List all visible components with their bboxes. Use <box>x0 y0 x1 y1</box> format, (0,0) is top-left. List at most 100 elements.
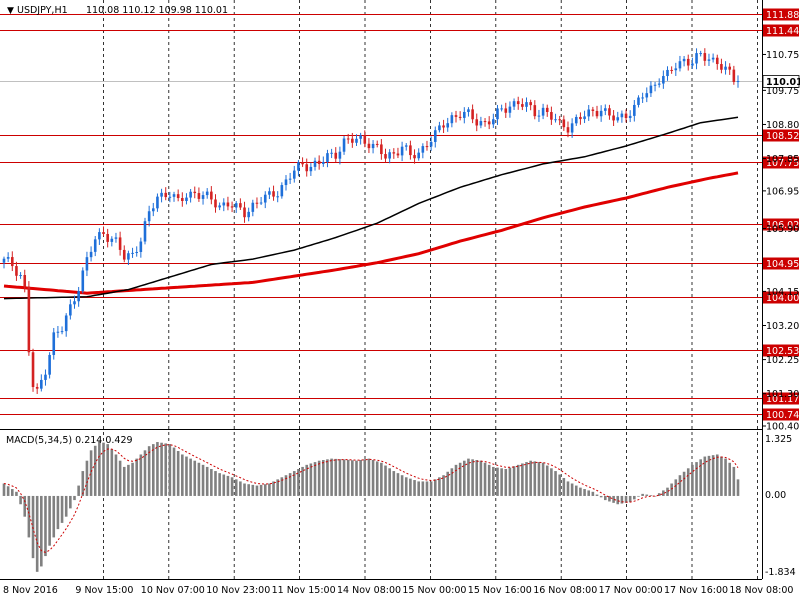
macd-bar <box>516 464 520 496</box>
candle-body <box>10 257 14 267</box>
macd-bar <box>346 459 350 496</box>
candle-body <box>122 249 126 260</box>
candle-body <box>69 304 72 316</box>
macd-bar <box>292 471 296 496</box>
macd-bar <box>433 479 437 496</box>
y-tick-label: 103.20 <box>766 321 799 332</box>
candle-body <box>351 138 354 143</box>
macd-bar <box>143 450 147 496</box>
macd-bar <box>73 495 76 501</box>
candle-body <box>603 108 607 111</box>
macd-bar <box>181 454 184 496</box>
candle-body <box>653 84 657 86</box>
candle-body <box>537 115 541 117</box>
candle-body <box>649 85 653 94</box>
candle-body <box>724 66 727 70</box>
macd-bar <box>230 477 234 496</box>
macd-bar <box>566 481 570 496</box>
candle-body <box>454 115 458 117</box>
candle-body <box>197 193 201 199</box>
macd-bar <box>492 466 495 496</box>
candle-body <box>662 76 665 84</box>
candle-body <box>715 57 719 65</box>
candle-body <box>574 116 578 124</box>
macd-signal-line <box>3 444 739 554</box>
macd-bar <box>396 473 400 496</box>
candle-body <box>52 332 56 355</box>
macd-bar <box>674 479 678 496</box>
x-tick-label: 11 Nov 15:00 <box>272 585 336 596</box>
candle-body <box>624 113 628 119</box>
candle-body <box>263 194 267 203</box>
macd-bar <box>10 489 14 496</box>
candle-body <box>77 291 80 302</box>
macd-bar <box>711 455 715 496</box>
candle-body <box>438 125 441 131</box>
macd-bar <box>521 463 524 496</box>
macd-bar <box>201 464 205 496</box>
macd-bar <box>496 467 499 496</box>
candle-body <box>280 185 284 197</box>
macd-bar <box>471 459 474 496</box>
level-tag-label: 100.74 <box>766 410 799 421</box>
candle-body <box>168 196 172 198</box>
candle-body <box>695 53 698 64</box>
candle-body <box>541 107 545 116</box>
candle-body <box>550 112 553 120</box>
macd-bar <box>81 471 85 496</box>
candle-body <box>243 207 246 218</box>
candle-body <box>284 179 288 186</box>
macd-bar <box>686 468 690 496</box>
macd-bar <box>678 475 682 496</box>
macd-bar <box>355 460 358 496</box>
macd-bar <box>487 464 491 496</box>
candle-body <box>707 59 711 61</box>
candle-body <box>98 232 101 240</box>
macd-bar <box>118 460 122 496</box>
macd-bar <box>35 495 39 572</box>
macd-bar <box>268 483 271 496</box>
macd-bar <box>417 481 420 496</box>
level-tag <box>763 392 799 405</box>
macd-bar <box>579 487 582 496</box>
candle-body <box>657 83 661 85</box>
macd-bar <box>363 459 367 496</box>
macd-bar <box>599 495 603 498</box>
candle-body <box>421 146 425 153</box>
macd-bar <box>251 484 255 496</box>
macd-bar <box>641 493 644 496</box>
candle-body <box>85 257 89 271</box>
macd-bar <box>6 486 10 496</box>
candle-body <box>512 101 516 107</box>
macd-bar <box>255 485 259 496</box>
x-tick-label: 10 Nov 07:00 <box>141 585 205 596</box>
candle-body <box>110 238 114 242</box>
candle-body <box>620 113 624 118</box>
candle-body <box>496 108 499 120</box>
candle-body <box>525 102 528 107</box>
candle-body <box>292 170 296 179</box>
level-tag <box>763 408 799 421</box>
candle-body <box>388 152 391 159</box>
candle-body <box>230 206 234 208</box>
candle-body <box>392 152 396 154</box>
candle-body <box>504 108 508 113</box>
macd-bar <box>272 481 275 496</box>
level-tag-label: 106.02 <box>766 220 799 231</box>
macd-bar <box>649 495 653 496</box>
chart-menu-triangle-icon[interactable]: ▼ <box>7 6 14 16</box>
x-tick-label: 8 Nov 2016 <box>3 585 58 596</box>
candle-body <box>139 241 143 252</box>
candle-body <box>259 202 263 204</box>
macd-bar <box>413 480 416 496</box>
candle-body <box>193 191 197 194</box>
candle-body <box>226 202 230 207</box>
macd-bar <box>409 478 412 496</box>
macd-bar <box>317 460 321 496</box>
macd-bar <box>156 442 159 496</box>
macd-bar <box>106 444 109 496</box>
macd-bar <box>421 481 425 496</box>
candle-body <box>492 119 495 125</box>
macd-bar <box>2 483 6 496</box>
candle-body <box>699 53 702 55</box>
